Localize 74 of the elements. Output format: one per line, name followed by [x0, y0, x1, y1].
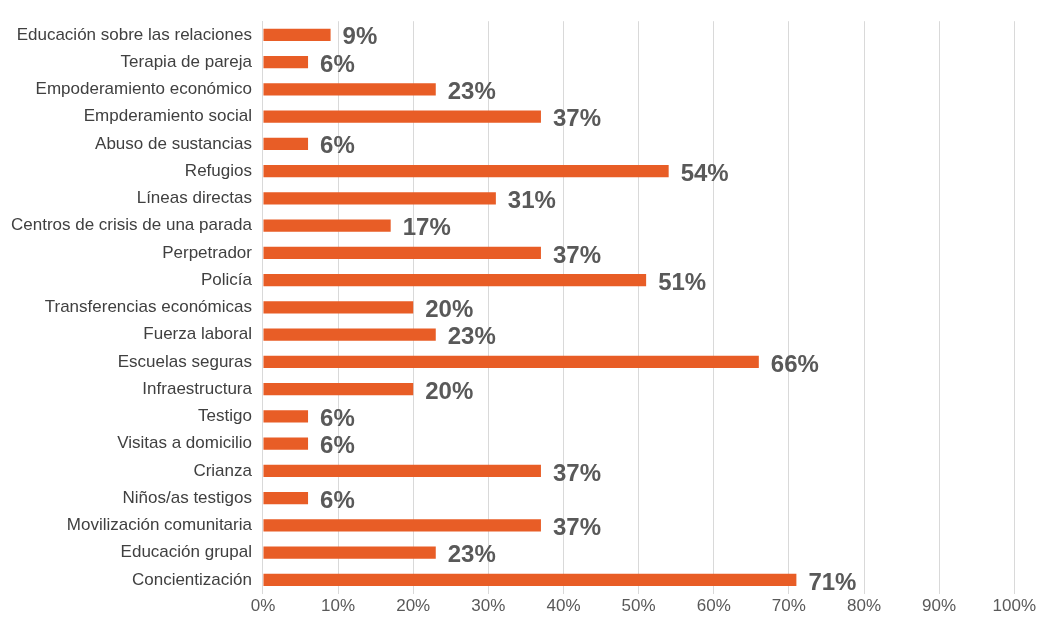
y-tick-label: Empderamiento social [83, 106, 252, 126]
x-tick-label: 20% [396, 596, 431, 616]
y-tick-label: Educación sobre las relaciones [16, 24, 252, 44]
y-tick-label: Perpetrador [162, 242, 253, 262]
bar [263, 410, 309, 423]
bar [263, 464, 541, 478]
y-tick-label: Niños/as testigos [122, 487, 252, 507]
bar [263, 519, 541, 532]
y-tick-label: Centros de crisis de una parada [10, 215, 253, 235]
x-tick-label: 60% [696, 596, 731, 616]
y-tick-label: Testigo [198, 406, 252, 426]
x-tick-label: 80% [846, 596, 882, 616]
x-tick-label: 10% [321, 596, 356, 616]
y-tick-label: Refugios [184, 160, 252, 180]
bar [263, 274, 647, 287]
data-label: 20% [425, 376, 474, 404]
bar [263, 192, 496, 205]
data-label: 20% [425, 295, 474, 323]
data-label: 71% [808, 567, 857, 595]
x-tick-label: 30% [471, 596, 506, 616]
y-tick-label: Crianza [193, 460, 253, 480]
data-label: 6% [320, 485, 355, 513]
bar [263, 164, 669, 178]
data-label: 37% [552, 513, 601, 541]
y-tick-label: Terapia de pareja [120, 51, 253, 71]
data-label: 54% [680, 158, 729, 186]
bar [263, 246, 541, 260]
y-tick-label: Visitas a domicilio [117, 433, 252, 453]
y-tick-label: Líneas directas [136, 188, 252, 208]
y-tick-label: Concientización [131, 569, 252, 589]
y-tick-label: Abuso de sustancias [95, 133, 252, 153]
bar [263, 137, 309, 150]
y-tick-label: Empoderamiento económico [35, 79, 252, 99]
y-tick-label: Transferencias económicas [44, 297, 252, 317]
data-label: 6% [320, 431, 355, 459]
x-tick-label: 70% [771, 596, 806, 616]
bar [263, 437, 309, 450]
x-tick-label: 100% [992, 596, 1036, 616]
bar [263, 301, 414, 314]
data-label: 37% [552, 240, 601, 268]
data-label: 23% [447, 76, 496, 104]
y-tick-label: Policía [200, 269, 253, 289]
data-label: 23% [447, 322, 496, 350]
data-label: 23% [447, 540, 496, 568]
bar [263, 219, 391, 232]
data-label: 17% [402, 213, 451, 241]
bar [263, 355, 759, 369]
bar [263, 492, 309, 505]
data-label: 51% [658, 267, 707, 295]
x-tick-label: 40% [546, 596, 581, 616]
y-tick-label: Movilización comunitaria [66, 515, 253, 535]
bar [263, 383, 414, 396]
bar [263, 83, 436, 96]
x-tick-label: 90% [922, 596, 957, 616]
data-label: 6% [320, 131, 355, 159]
bar [263, 328, 436, 341]
bar [263, 110, 541, 123]
data-label: 37% [552, 104, 601, 132]
bar [263, 55, 309, 69]
y-tick-label: Infraestructura [142, 378, 253, 398]
data-label: 31% [507, 186, 556, 213]
data-label: 66% [770, 349, 819, 377]
bar [263, 546, 436, 559]
y-tick-label: Fuerza laboral [143, 324, 252, 344]
data-label: 6% [320, 49, 355, 77]
x-tick-label: 50% [621, 596, 656, 616]
bar [263, 28, 331, 41]
y-tick-label: Educación grupal [120, 542, 252, 562]
data-label: 6% [320, 404, 355, 432]
data-label: 9% [342, 22, 378, 50]
x-tick-label: 0% [250, 596, 276, 616]
bar [263, 573, 797, 587]
data-label: 37% [552, 458, 601, 486]
y-tick-label: Escuelas seguras [117, 351, 252, 371]
